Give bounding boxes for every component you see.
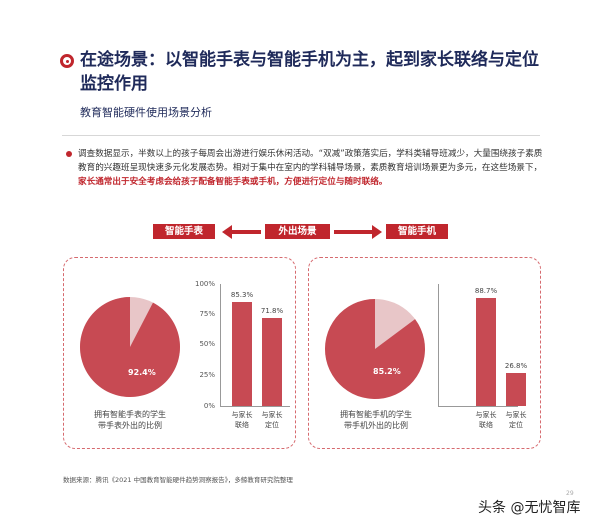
right-bar-0 — [476, 297, 496, 406]
arrow-left-line — [231, 230, 261, 234]
title-circle-icon — [60, 54, 74, 68]
watermark: 头条 @无忧智库 — [478, 500, 581, 516]
left-bar-0 — [232, 301, 252, 406]
right-pie-caption-line2: 带手机外出的比例 — [344, 421, 408, 430]
right-bar-category-0: 与家长 联络 — [473, 410, 499, 430]
left-tick-25: 25% — [199, 371, 215, 379]
left-bar-category-0: 与家长 联络 — [229, 410, 255, 430]
right-bar-1 — [506, 373, 526, 406]
right-panel — [308, 257, 541, 449]
left-pie-slice — [80, 297, 180, 397]
left-bar-1 — [262, 318, 282, 406]
right-bar-category-line2-1: 定位 — [509, 421, 523, 429]
arrow-right-line — [334, 230, 372, 234]
right-pie-slice — [325, 299, 425, 399]
left-baseline — [220, 406, 290, 407]
left-bar-value-0: 85.3% — [230, 290, 254, 299]
right-bar-value-1: 26.8% — [504, 362, 528, 371]
tag-smartwatch: 智能手表 — [153, 224, 215, 239]
left-tick-0: 0% — [203, 402, 215, 410]
divider — [62, 135, 540, 136]
bullet-icon — [66, 151, 72, 157]
page-title: 在途场景：以智能手表与智能手机为主，起到家长联络与定位监控作用 — [80, 50, 539, 94]
data-source: 数据来源：腾讯《2021 中国教育智能硬件趋势洞察报告》，多鲸教育研究院整理 — [63, 476, 293, 484]
right-baseline — [438, 406, 518, 407]
body-paragraph: 调查数据显示，半数以上的孩子每周会出游进行娱乐休闲活动。“双减”政策落实后，学科… — [78, 147, 546, 189]
left-pie-caption: 拥有智能手表的学生 带手表外出的比例 — [70, 409, 190, 431]
right-axis-line — [438, 284, 439, 406]
right-pie-caption-line1: 拥有智能手机的学生 — [340, 410, 412, 419]
left-bar-category-line1-0: 与家长 — [231, 411, 253, 419]
left-bar-category-1: 与家长 定位 — [259, 410, 285, 430]
arrow-left-icon — [222, 225, 232, 239]
right-pie-chart — [325, 299, 425, 399]
page-subtitle: 教育智能硬件使用场景分析 — [80, 106, 212, 119]
right-bar-category-line1-1: 与家长 — [505, 411, 527, 419]
left-panel — [63, 257, 296, 449]
left-tick-100: 100% — [194, 280, 215, 288]
right-bar-category-line2-0: 联络 — [479, 421, 493, 429]
right-pie-value: 85.2% — [373, 367, 401, 376]
left-bar-category-line1-1: 与家长 — [261, 411, 283, 419]
right-pie-caption: 拥有智能手机的学生 带手机外出的比例 — [316, 409, 436, 431]
left-bar-category-line2-1: 定位 — [265, 421, 279, 429]
left-axis-line — [220, 284, 221, 406]
left-pie-value: 92.4% — [128, 368, 156, 377]
body-text: 调查数据显示，半数以上的孩子每周会出游进行娱乐休闲活动。“双减”政策落实后，学科… — [78, 149, 543, 173]
left-y-axis: 100% 75% 50% 25% 0% — [193, 280, 215, 414]
left-bar-value-1: 71.8% — [260, 307, 284, 316]
arrow-right-icon — [372, 225, 382, 239]
right-bar-category-1: 与家长 定位 — [503, 410, 529, 430]
left-pie-caption-line2: 带手表外出的比例 — [98, 421, 162, 430]
left-tick-50: 50% — [199, 340, 215, 348]
right-bar-value-0: 88.7% — [474, 286, 498, 295]
right-bar-category-line1-0: 与家长 — [475, 411, 497, 419]
left-tick-75: 75% — [199, 310, 215, 318]
tag-outing-scene: 外出场景 — [265, 224, 330, 239]
body-highlight: 家长通常出于安全考虑会给孩子配备智能手表或手机，方便进行定位与随时联络。 — [78, 177, 388, 187]
page-number: 29 — [566, 490, 574, 497]
left-pie-chart — [80, 297, 180, 397]
left-bar-category-line2-0: 联络 — [235, 421, 249, 429]
left-pie-caption-line1: 拥有智能手表的学生 — [94, 410, 166, 419]
tag-smartphone: 智能手机 — [386, 224, 448, 239]
